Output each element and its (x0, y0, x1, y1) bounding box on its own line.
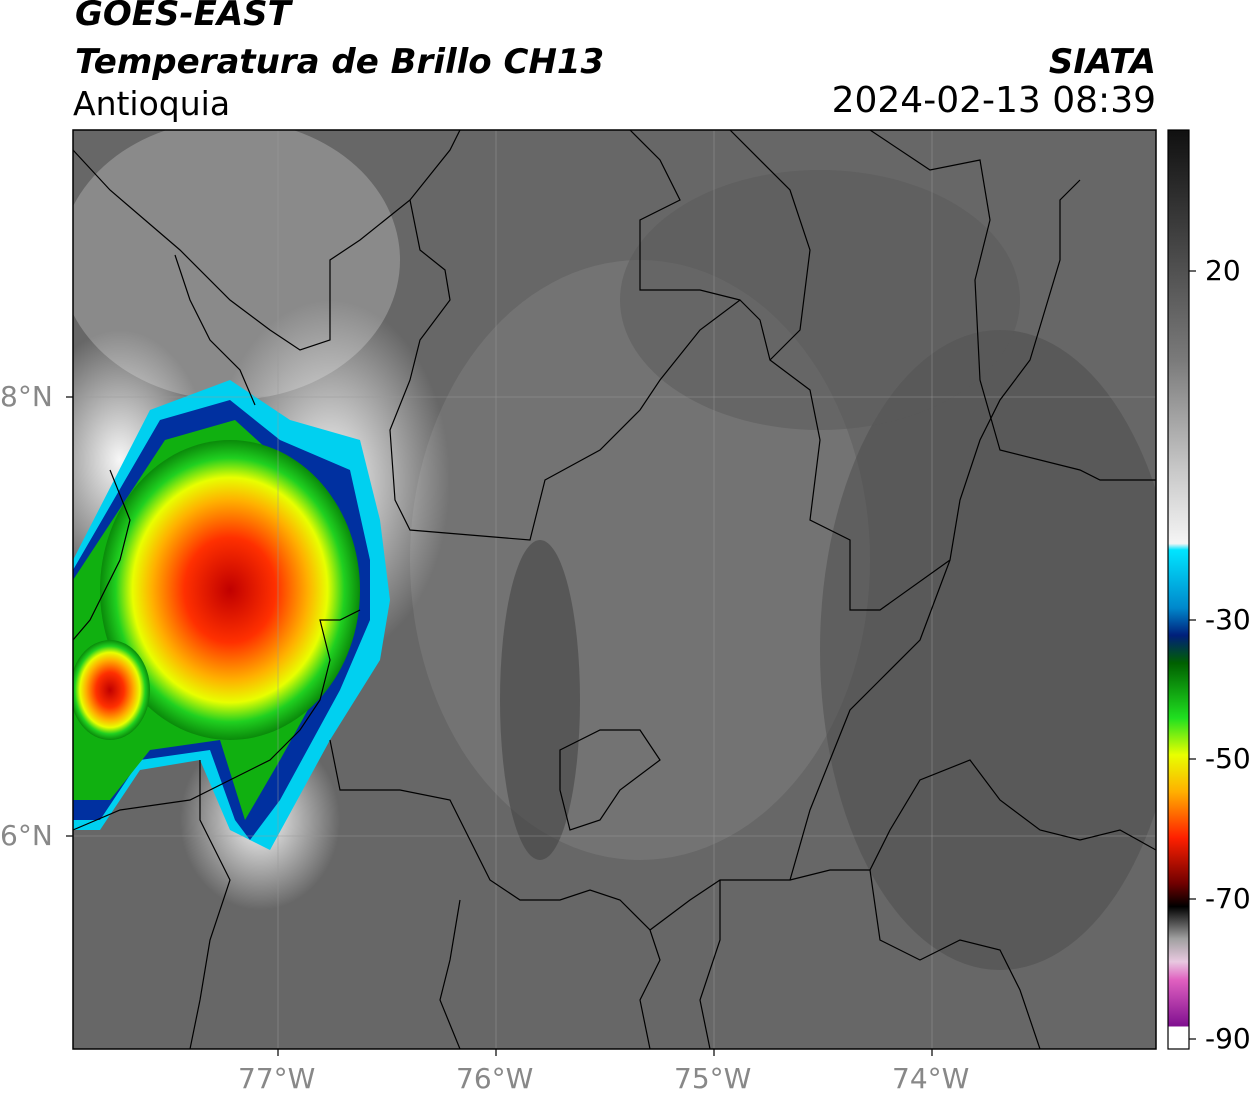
colorbar-tick-minus30: -30 (1205, 603, 1251, 636)
datetime-label: 2024-02-13 08:39 (831, 80, 1156, 121)
lat-label-8n: 8°N (0, 380, 53, 413)
lon-label-77w: 77°W (238, 1062, 316, 1095)
lon-label-75w: 75°W (674, 1062, 752, 1095)
colorbar-tick-20: 20 (1205, 254, 1241, 287)
lon-label-76w: 76°W (456, 1062, 534, 1095)
map-frame (72, 129, 1157, 1050)
lon-label-74w: 74°W (892, 1062, 970, 1095)
political-borders (73, 130, 1156, 1049)
agency-title: SIATA (1048, 42, 1156, 82)
satellite-image (73, 130, 1156, 1049)
region-title: Antioquia (73, 84, 231, 123)
colorbar (1168, 130, 1189, 1049)
satellite-title: GOES-EAST (75, 0, 291, 34)
colorbar-tick-minus90: -90 (1205, 1022, 1251, 1055)
colorbar-tick-minus50: -50 (1205, 742, 1251, 775)
colorbar-tick-minus70: -70 (1205, 882, 1251, 915)
product-title: Temperatura de Brillo CH13 (75, 42, 605, 82)
lat-label-6n: 6°N (0, 819, 53, 852)
